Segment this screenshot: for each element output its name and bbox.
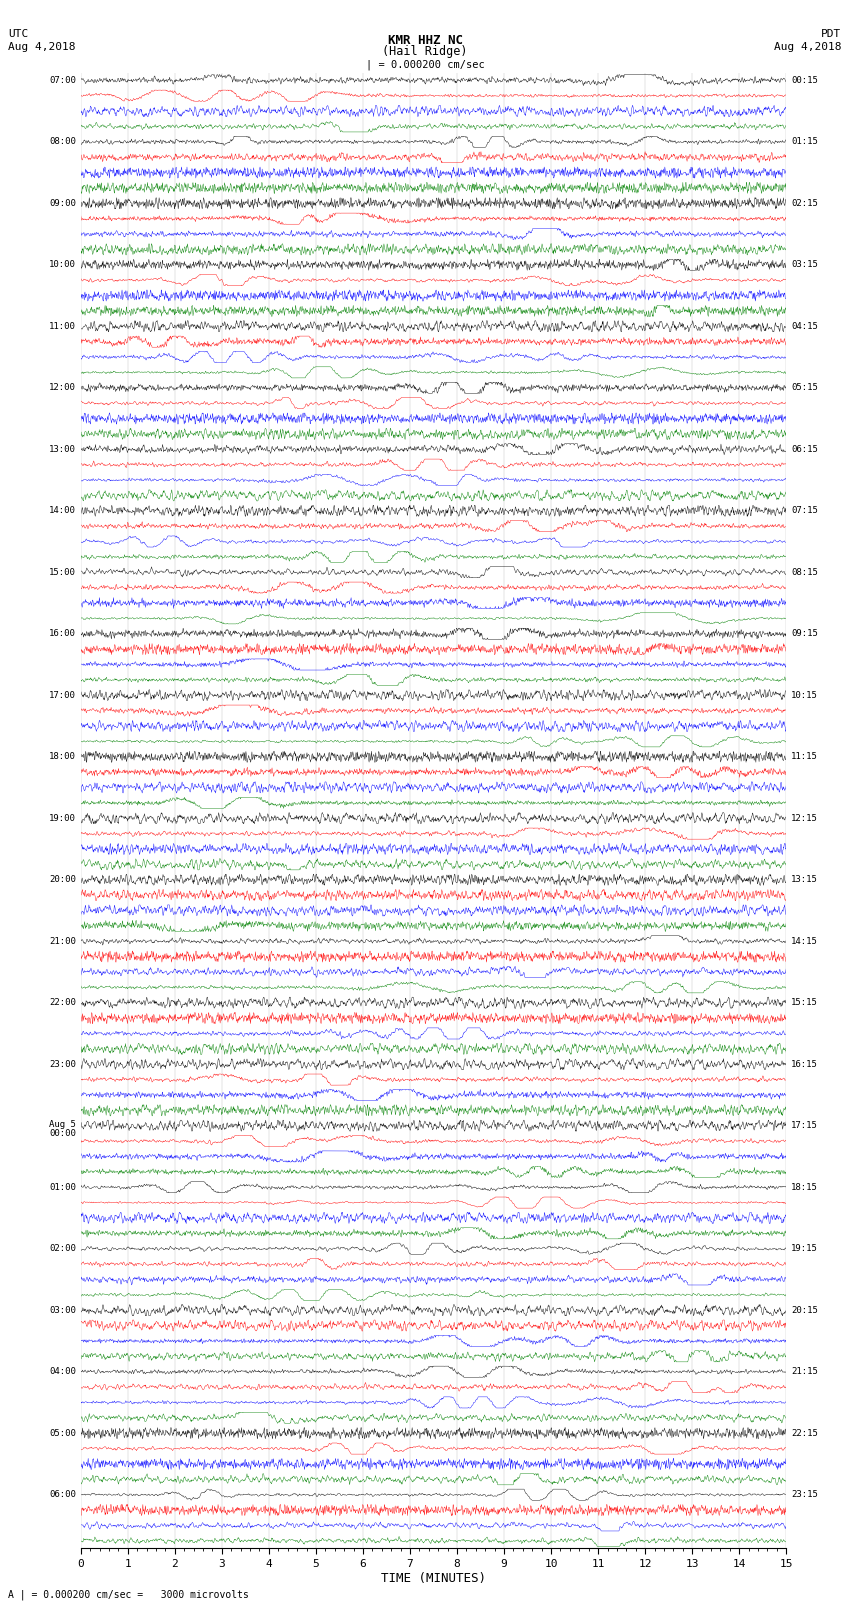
Text: | = 0.000200 cm/sec: | = 0.000200 cm/sec <box>366 60 484 71</box>
Text: A | = 0.000200 cm/sec =   3000 microvolts: A | = 0.000200 cm/sec = 3000 microvolts <box>8 1589 249 1600</box>
Text: 10:00: 10:00 <box>49 260 76 269</box>
Text: 23:15: 23:15 <box>791 1490 818 1498</box>
Text: 20:15: 20:15 <box>791 1305 818 1315</box>
Text: 17:00: 17:00 <box>49 690 76 700</box>
Text: 09:00: 09:00 <box>49 198 76 208</box>
Text: 14:00: 14:00 <box>49 506 76 515</box>
Text: 02:00: 02:00 <box>49 1244 76 1253</box>
Text: 18:15: 18:15 <box>791 1182 818 1192</box>
Text: 16:15: 16:15 <box>791 1060 818 1069</box>
Text: 12:15: 12:15 <box>791 813 818 823</box>
Text: 08:15: 08:15 <box>791 568 818 577</box>
Text: 13:00: 13:00 <box>49 445 76 453</box>
Text: PDT: PDT <box>821 29 842 39</box>
Text: Aug 5: Aug 5 <box>49 1119 76 1129</box>
Text: 04:15: 04:15 <box>791 321 818 331</box>
Text: 10:15: 10:15 <box>791 690 818 700</box>
Text: 06:15: 06:15 <box>791 445 818 453</box>
Text: 22:00: 22:00 <box>49 998 76 1007</box>
Text: Aug 4,2018: Aug 4,2018 <box>8 42 76 52</box>
Text: 17:15: 17:15 <box>791 1121 818 1131</box>
Text: (Hail Ridge): (Hail Ridge) <box>382 45 468 58</box>
Text: 15:15: 15:15 <box>791 998 818 1007</box>
Text: 18:00: 18:00 <box>49 752 76 761</box>
Text: 14:15: 14:15 <box>791 937 818 945</box>
Text: 01:00: 01:00 <box>49 1182 76 1192</box>
Text: 19:15: 19:15 <box>791 1244 818 1253</box>
Text: 13:15: 13:15 <box>791 876 818 884</box>
Text: 07:15: 07:15 <box>791 506 818 515</box>
Text: 03:15: 03:15 <box>791 260 818 269</box>
Text: 02:15: 02:15 <box>791 198 818 208</box>
Text: 00:00: 00:00 <box>49 1129 76 1137</box>
Text: 21:00: 21:00 <box>49 937 76 945</box>
Text: 19:00: 19:00 <box>49 813 76 823</box>
Text: 09:15: 09:15 <box>791 629 818 639</box>
Text: 00:15: 00:15 <box>791 76 818 85</box>
Text: 22:15: 22:15 <box>791 1429 818 1437</box>
Text: 12:00: 12:00 <box>49 384 76 392</box>
Text: 06:00: 06:00 <box>49 1490 76 1498</box>
Text: 15:00: 15:00 <box>49 568 76 577</box>
Text: 11:00: 11:00 <box>49 321 76 331</box>
Text: 05:00: 05:00 <box>49 1429 76 1437</box>
X-axis label: TIME (MINUTES): TIME (MINUTES) <box>381 1571 486 1584</box>
Text: 05:15: 05:15 <box>791 384 818 392</box>
Text: 11:15: 11:15 <box>791 752 818 761</box>
Text: Aug 4,2018: Aug 4,2018 <box>774 42 842 52</box>
Text: 03:00: 03:00 <box>49 1305 76 1315</box>
Text: UTC: UTC <box>8 29 29 39</box>
Text: 20:00: 20:00 <box>49 876 76 884</box>
Text: 04:00: 04:00 <box>49 1368 76 1376</box>
Text: 08:00: 08:00 <box>49 137 76 147</box>
Text: 23:00: 23:00 <box>49 1060 76 1069</box>
Text: 16:00: 16:00 <box>49 629 76 639</box>
Text: 01:15: 01:15 <box>791 137 818 147</box>
Text: 07:00: 07:00 <box>49 76 76 85</box>
Text: KMR HHZ NC: KMR HHZ NC <box>388 34 462 47</box>
Text: 21:15: 21:15 <box>791 1368 818 1376</box>
